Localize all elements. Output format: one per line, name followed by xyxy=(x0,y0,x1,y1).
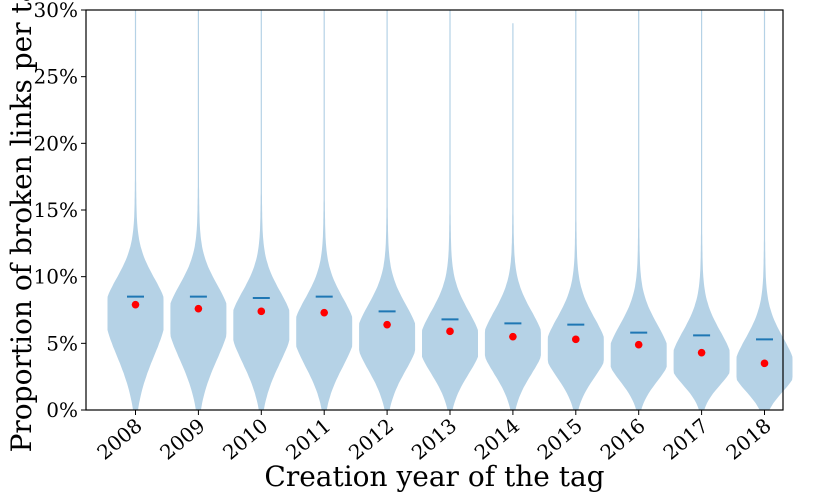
violin-2015 xyxy=(547,10,604,410)
median-dots-group xyxy=(131,300,769,368)
median-dot-2008 xyxy=(131,300,140,309)
x-tick-label: 2008 xyxy=(92,413,146,464)
y-axis-ticks: 0% 5% 10% 15% 20% 25% 30% xyxy=(34,0,86,422)
median-dot-2017 xyxy=(697,348,706,357)
x-tick-label: 2010 xyxy=(218,413,272,464)
y-tick-label: 30% xyxy=(34,0,78,22)
x-tick-label: 2017 xyxy=(658,413,712,464)
median-dot-2011 xyxy=(320,308,329,317)
x-tick-label: 2009 xyxy=(155,413,209,464)
violin-2013 xyxy=(422,10,478,410)
x-tick-label: 2015 xyxy=(533,413,587,464)
violin-2011 xyxy=(296,10,353,410)
x-axis-ticks: 2008 2009 2010 2011 2012 2013 2014 2015 2016 2017… xyxy=(92,410,776,465)
y-tick-label: 15% xyxy=(34,198,78,222)
mean-lines-group xyxy=(127,295,773,341)
violin-2016 xyxy=(610,10,667,410)
y-tick-label: 25% xyxy=(34,65,78,89)
violin-2009 xyxy=(170,10,227,410)
y-axis-title: Proportion of broken links per tag xyxy=(5,0,38,452)
y-tick-label: 5% xyxy=(46,331,78,355)
x-tick-label: 2011 xyxy=(281,413,335,464)
x-tick-label: 2014 xyxy=(470,413,524,464)
median-dot-2015 xyxy=(572,335,580,344)
violin-2014 xyxy=(484,23,541,411)
x-axis-title: Creation year of the tag xyxy=(264,460,604,493)
x-tick-label: 2018 xyxy=(721,413,775,464)
x-tick-label: 2013 xyxy=(407,413,461,464)
median-dot-2014 xyxy=(509,332,517,341)
violin-2017 xyxy=(673,10,730,410)
median-dot-2012 xyxy=(383,320,391,329)
median-dot-2010 xyxy=(257,307,266,316)
y-tick-label: 20% xyxy=(34,131,78,155)
violin-2012 xyxy=(359,10,416,410)
violins-group xyxy=(107,10,793,411)
x-tick-label: 2016 xyxy=(595,413,649,464)
x-tick-label: 2012 xyxy=(344,413,398,464)
violin-2018 xyxy=(736,10,793,410)
median-dot-2013 xyxy=(446,327,454,336)
violin-2008 xyxy=(107,10,164,410)
median-dot-2016 xyxy=(634,340,643,349)
y-tick-label: 10% xyxy=(34,265,78,289)
median-dot-2009 xyxy=(194,304,203,313)
y-tick-label: 0% xyxy=(46,398,78,422)
violin-2010 xyxy=(233,10,290,410)
median-dot-2018 xyxy=(760,359,769,368)
